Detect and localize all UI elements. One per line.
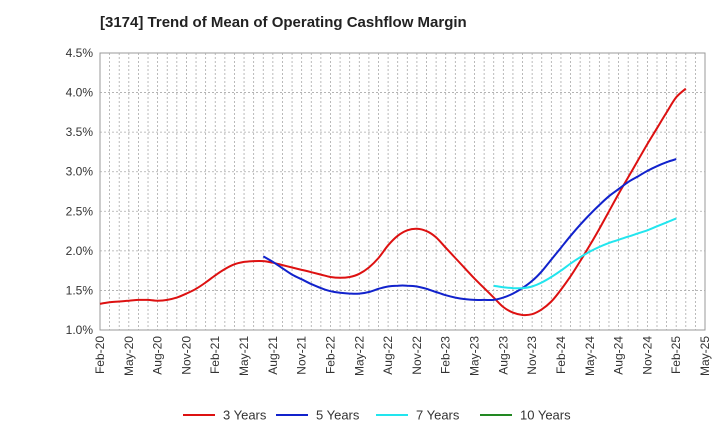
y-tick-label: 1.0% [66,323,94,337]
x-tick-label: May-23 [468,336,482,376]
x-tick-label: Feb-23 [439,336,453,374]
x-tick-label: May-20 [122,336,136,376]
x-tick-label: May-25 [698,336,712,376]
x-tick-label: May-24 [583,336,597,376]
x-tick-label: Feb-25 [669,336,683,374]
y-tick-label: 4.5% [66,46,94,60]
series-line-3-years [99,87,687,317]
x-tick-label: Nov-24 [640,336,654,375]
x-tick-label: Feb-21 [208,336,222,374]
x-tick-label: May-21 [237,336,251,376]
plot-frame [99,52,706,331]
x-tick-label: Nov-23 [525,336,539,375]
x-tick-label: Nov-22 [410,336,424,375]
y-axis-ticks: 1.0% 1.5% 2.0% 2.5% 3.0% 3.5% 4.0% 4.5% [66,46,94,337]
y-tick-label: 3.5% [66,125,94,139]
x-tick-label: May-22 [352,336,366,376]
legend-label: 10 Years [520,408,571,423]
series-line-5-years [262,158,677,302]
y-tick-label: 2.5% [66,204,94,218]
x-tick-label: Feb-24 [554,336,568,374]
x-tick-label: Aug-20 [151,336,165,375]
x-tick-label: Feb-20 [93,336,107,374]
x-tick-label: Aug-23 [496,336,510,375]
legend-label: 7 Years [416,408,460,423]
y-tick-label: 3.0% [66,165,94,179]
series-line-7-years [493,217,677,290]
x-axis-ticks: Feb-20 May-20 Aug-20 Nov-20 Feb-21 May-21 Aug-… [93,336,712,376]
x-tick-label: Nov-21 [295,336,309,375]
legend: 3 Years 5 Years 7 Years 10 Years [183,408,571,423]
plot-area [99,52,706,331]
y-tick-label: 4.0% [66,86,94,100]
x-tick-label: Aug-24 [612,336,626,375]
x-tick-label: Aug-22 [381,336,395,375]
x-tick-label: Feb-22 [323,336,337,374]
series-layer [99,87,687,317]
chart-title: [3174] Trend of Mean of Operating Cashfl… [100,14,467,31]
y-tick-label: 2.0% [66,244,94,258]
legend-label: 3 Years [223,408,267,423]
y-tick-label: 1.5% [66,283,94,297]
legend-label: 5 Years [316,408,360,423]
x-tick-label: Aug-21 [266,336,280,375]
x-tick-label: Nov-20 [179,336,193,375]
